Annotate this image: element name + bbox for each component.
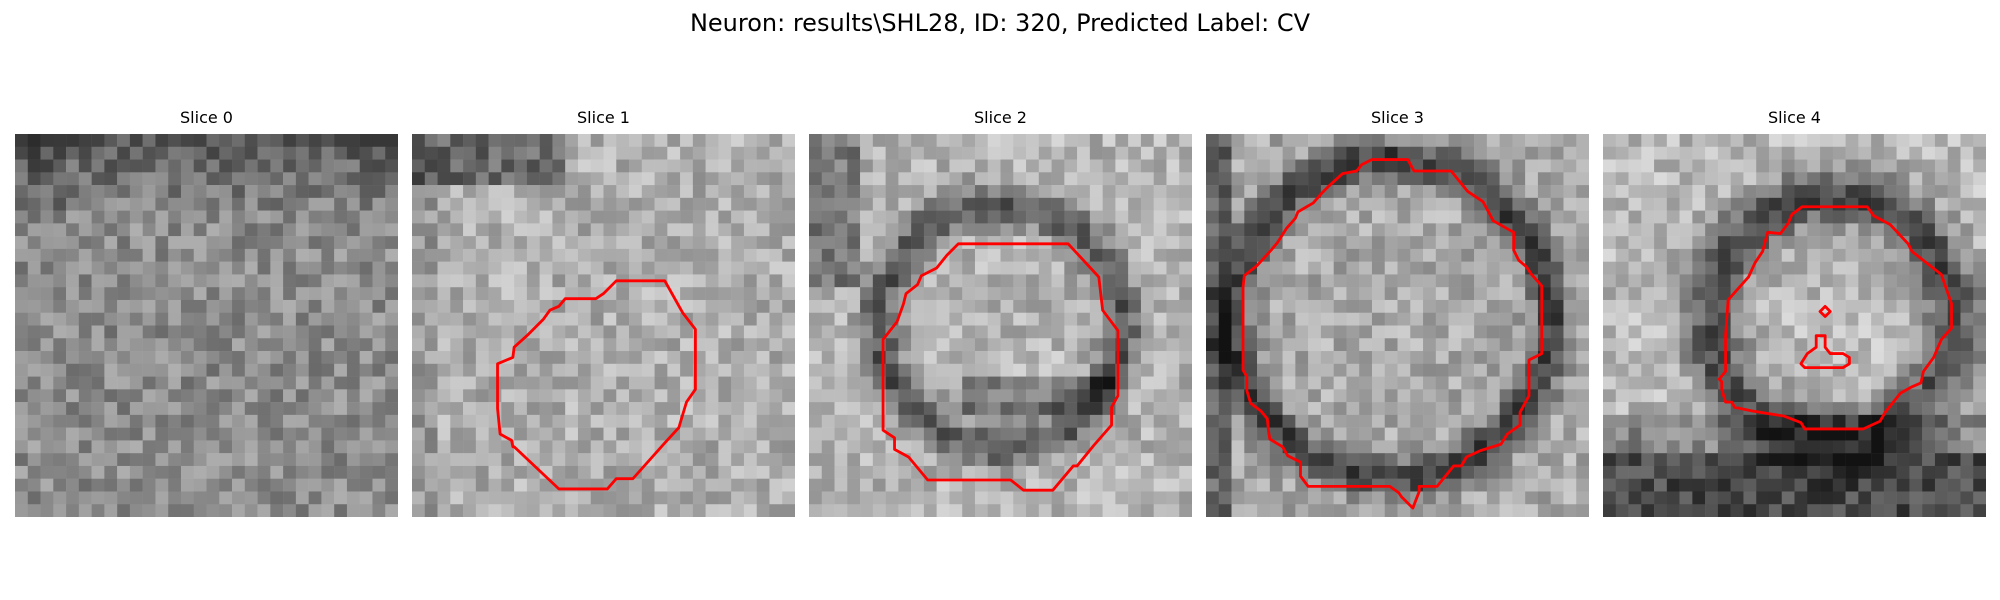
cell-contour [1717, 205, 1953, 431]
pixel-grid [412, 134, 795, 517]
pixel-grid [809, 134, 1192, 517]
pixel-grid [1603, 134, 1986, 517]
pixel-grid [1206, 134, 1589, 517]
slice-image [809, 134, 1192, 517]
pixel-grid [15, 134, 398, 517]
slice-image [412, 134, 795, 517]
slice-image [1603, 134, 1986, 517]
slice-panel-3: Slice 3 [1206, 108, 1589, 518]
slice-title: Slice 2 [974, 108, 1027, 127]
slice-panel-1: Slice 1 [412, 108, 795, 518]
figure-title: Neuron: results\SHL28, ID: 320, Predicte… [689, 9, 1311, 37]
cell-contour [1241, 158, 1544, 510]
slice-panel-0: Slice 0 [15, 108, 398, 518]
slice-title: Slice 4 [1768, 108, 1821, 127]
cell-contour [496, 279, 697, 491]
slice-panel-2: Slice 2 [809, 108, 1192, 518]
slice-title: Slice 0 [180, 108, 233, 127]
slice-title: Slice 1 [577, 108, 630, 127]
slice-panels: Slice 0 Slice 1 Slice 2 Slice 3 Slice 4 [15, 108, 1986, 518]
inner-contour [1799, 334, 1851, 370]
slice-title: Slice 3 [1371, 108, 1424, 127]
slice-panel-4: Slice 4 [1603, 108, 1986, 518]
slice-image [15, 134, 398, 517]
cell-contour [881, 242, 1120, 492]
slice-image [1206, 134, 1589, 517]
inner-contour [1818, 304, 1832, 318]
